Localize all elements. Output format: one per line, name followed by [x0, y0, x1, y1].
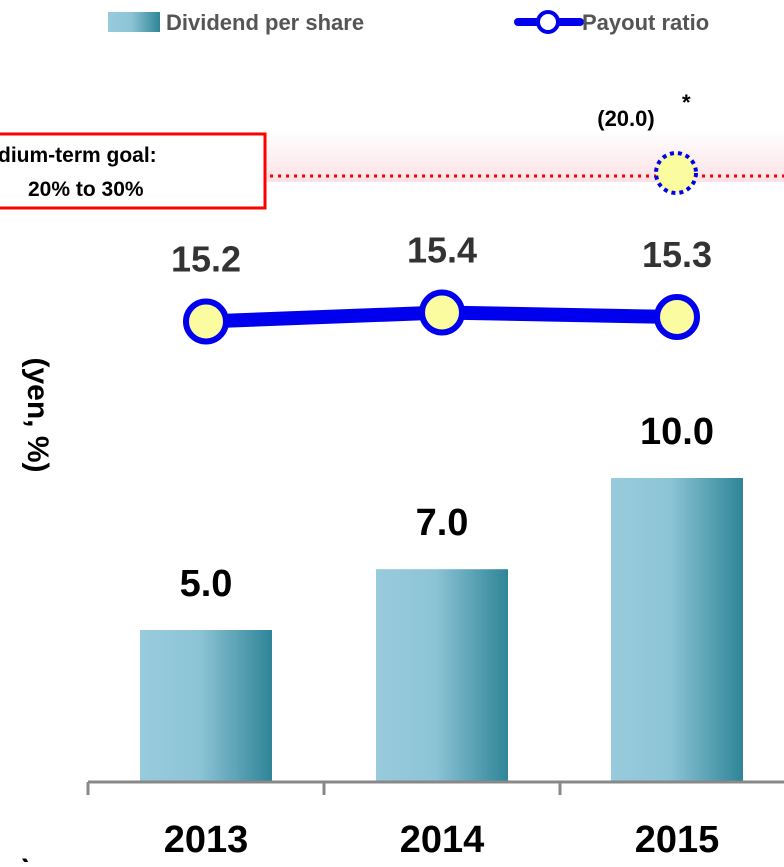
bar-2014 — [376, 569, 508, 782]
bar-labels: 5.0 7.0 10.0 — [180, 411, 714, 605]
bars — [140, 478, 743, 782]
legend: Dividend per share Payout ratio — [108, 10, 709, 35]
bar-value-label: 5.0 — [180, 563, 233, 605]
payout-line — [183, 289, 700, 345]
x-tick-label: 2014 — [400, 819, 485, 861]
line-labels: 15.2 15.4 15.3 — [171, 230, 712, 280]
target-label: (20.0) — [597, 106, 654, 131]
payout-ratio-label: 15.3 — [642, 234, 712, 275]
bar-value-label: 10.0 — [640, 411, 714, 453]
payout-ratio-marker — [654, 294, 700, 340]
goal-label-box: dium-term goal: 20% to 30% — [0, 132, 267, 210]
payout-ratio-marker — [419, 289, 465, 336]
target-note: * — [682, 90, 691, 115]
bar-value-label: 7.0 — [416, 502, 469, 544]
bar-2013 — [140, 630, 272, 782]
x-tick-labels: 2013 2014 2015 — [164, 819, 720, 861]
goal-label-line-2: 20% to 30% — [28, 178, 144, 201]
legend-line-label: Payout ratio — [582, 10, 709, 35]
goal-label-line-1: dium-term goal: — [0, 144, 157, 167]
payout-ratio-label: 15.4 — [407, 230, 477, 271]
x-axis — [86, 780, 784, 795]
target-marker — [654, 151, 698, 195]
x-tick-label: 2013 — [164, 819, 249, 861]
bar-2015 — [611, 478, 743, 782]
payout-ratio-marker — [183, 298, 229, 345]
legend-line-marker — [536, 10, 560, 34]
target-point: (20.0) * — [597, 90, 698, 195]
payout-ratio-label: 15.2 — [171, 239, 241, 280]
legend-bar-label: Dividend per share — [166, 10, 364, 35]
partial-glyph: ) — [22, 854, 32, 862]
y-axis-label: (yen, %) — [21, 357, 54, 472]
x-tick-label: 2015 — [635, 819, 720, 861]
legend-bar-swatch — [108, 12, 160, 32]
